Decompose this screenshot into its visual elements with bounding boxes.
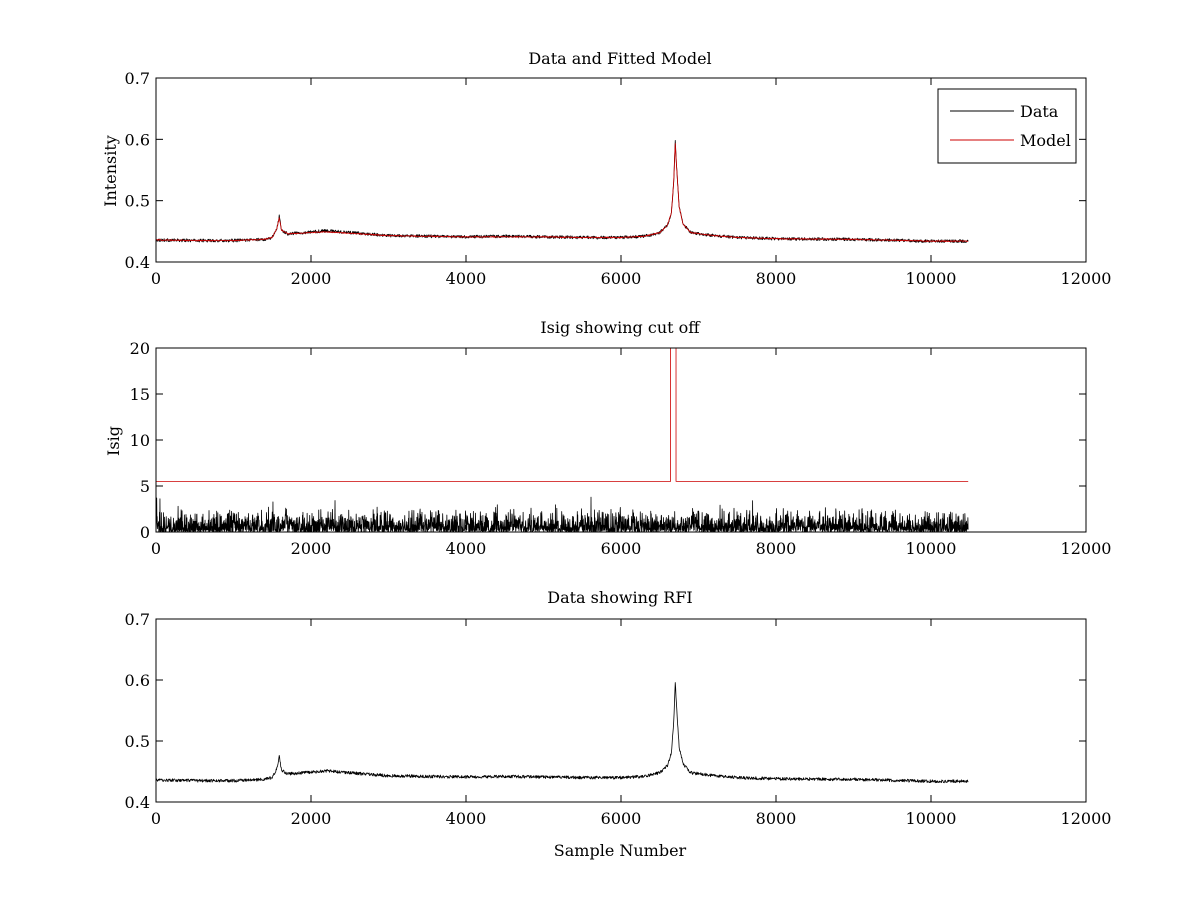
series-line-model xyxy=(156,143,969,243)
legend-label: Model xyxy=(1020,131,1071,150)
panel-title: Isig showing cut off xyxy=(540,318,701,337)
x-tick-label: 12000 xyxy=(1061,269,1112,288)
series-line-1 xyxy=(156,348,969,482)
y-tick-label: 5 xyxy=(140,477,150,496)
x-axis-label: Sample Number xyxy=(554,841,687,860)
x-tick-label: 2000 xyxy=(291,269,332,288)
x-tick-label: 12000 xyxy=(1061,539,1112,558)
y-tick-label: 0.4 xyxy=(125,253,150,272)
panel-isig-cutoff: Isig showing cut off Isig 0 2000 4000 6000 8… xyxy=(104,318,1111,558)
panel-data-and-model: Data and Fitted Model Intensity 0 2000 400… xyxy=(101,49,1111,288)
y-tick-label: 0.4 xyxy=(125,793,150,812)
legend: Data Model xyxy=(937,88,1077,164)
y-tick-label: 0.5 xyxy=(125,192,150,211)
series-line-0 xyxy=(156,682,969,784)
x-tick-label: 2000 xyxy=(291,809,332,828)
legend-box xyxy=(937,88,1077,164)
series-group xyxy=(156,139,969,244)
y-tick-label: 20 xyxy=(130,339,150,358)
x-tick-label: 0 xyxy=(151,809,161,828)
y-tick-label: 10 xyxy=(130,431,150,450)
x-tick-label: 4000 xyxy=(446,269,487,288)
x-tick-label: 0 xyxy=(151,539,161,558)
series-group xyxy=(156,682,969,784)
x-tick-label: 4000 xyxy=(446,539,487,558)
panel-title: Data showing RFI xyxy=(547,588,692,607)
x-tick-label: 4000 xyxy=(446,809,487,828)
x-tick-label: 12000 xyxy=(1061,809,1112,828)
x-tick-label: 10000 xyxy=(906,269,957,288)
y-tick-label: 0.6 xyxy=(125,671,150,690)
series-group xyxy=(156,348,969,532)
y-tick-label: 0.5 xyxy=(125,732,150,751)
legend-label: Data xyxy=(1020,102,1059,121)
series-line-0 xyxy=(156,496,969,532)
y-tick-label: 15 xyxy=(130,385,150,404)
panel-title: Data and Fitted Model xyxy=(528,49,711,68)
x-tick-label: 8000 xyxy=(756,809,797,828)
y-axis-label: Isig xyxy=(104,426,123,456)
y-tick-label: 0 xyxy=(140,523,150,542)
x-tick-label: 10000 xyxy=(906,539,957,558)
x-tick-label: 8000 xyxy=(756,539,797,558)
x-tick-label: 2000 xyxy=(291,539,332,558)
panel-data-rfi: Data showing RFI Sample Number 0 2000 4000… xyxy=(125,588,1112,860)
y-tick-label: 0.6 xyxy=(125,130,150,149)
y-tick-label: 0.7 xyxy=(125,610,150,629)
x-tick-label: 0 xyxy=(151,269,161,288)
x-tick-label: 6000 xyxy=(601,269,642,288)
x-tick-label: 8000 xyxy=(756,269,797,288)
x-tick-label: 6000 xyxy=(601,539,642,558)
y-tick-label: 0.7 xyxy=(125,69,150,88)
y-axis-label: Intensity xyxy=(101,135,120,207)
x-tick-label: 10000 xyxy=(906,809,957,828)
x-tick-label: 6000 xyxy=(601,809,642,828)
